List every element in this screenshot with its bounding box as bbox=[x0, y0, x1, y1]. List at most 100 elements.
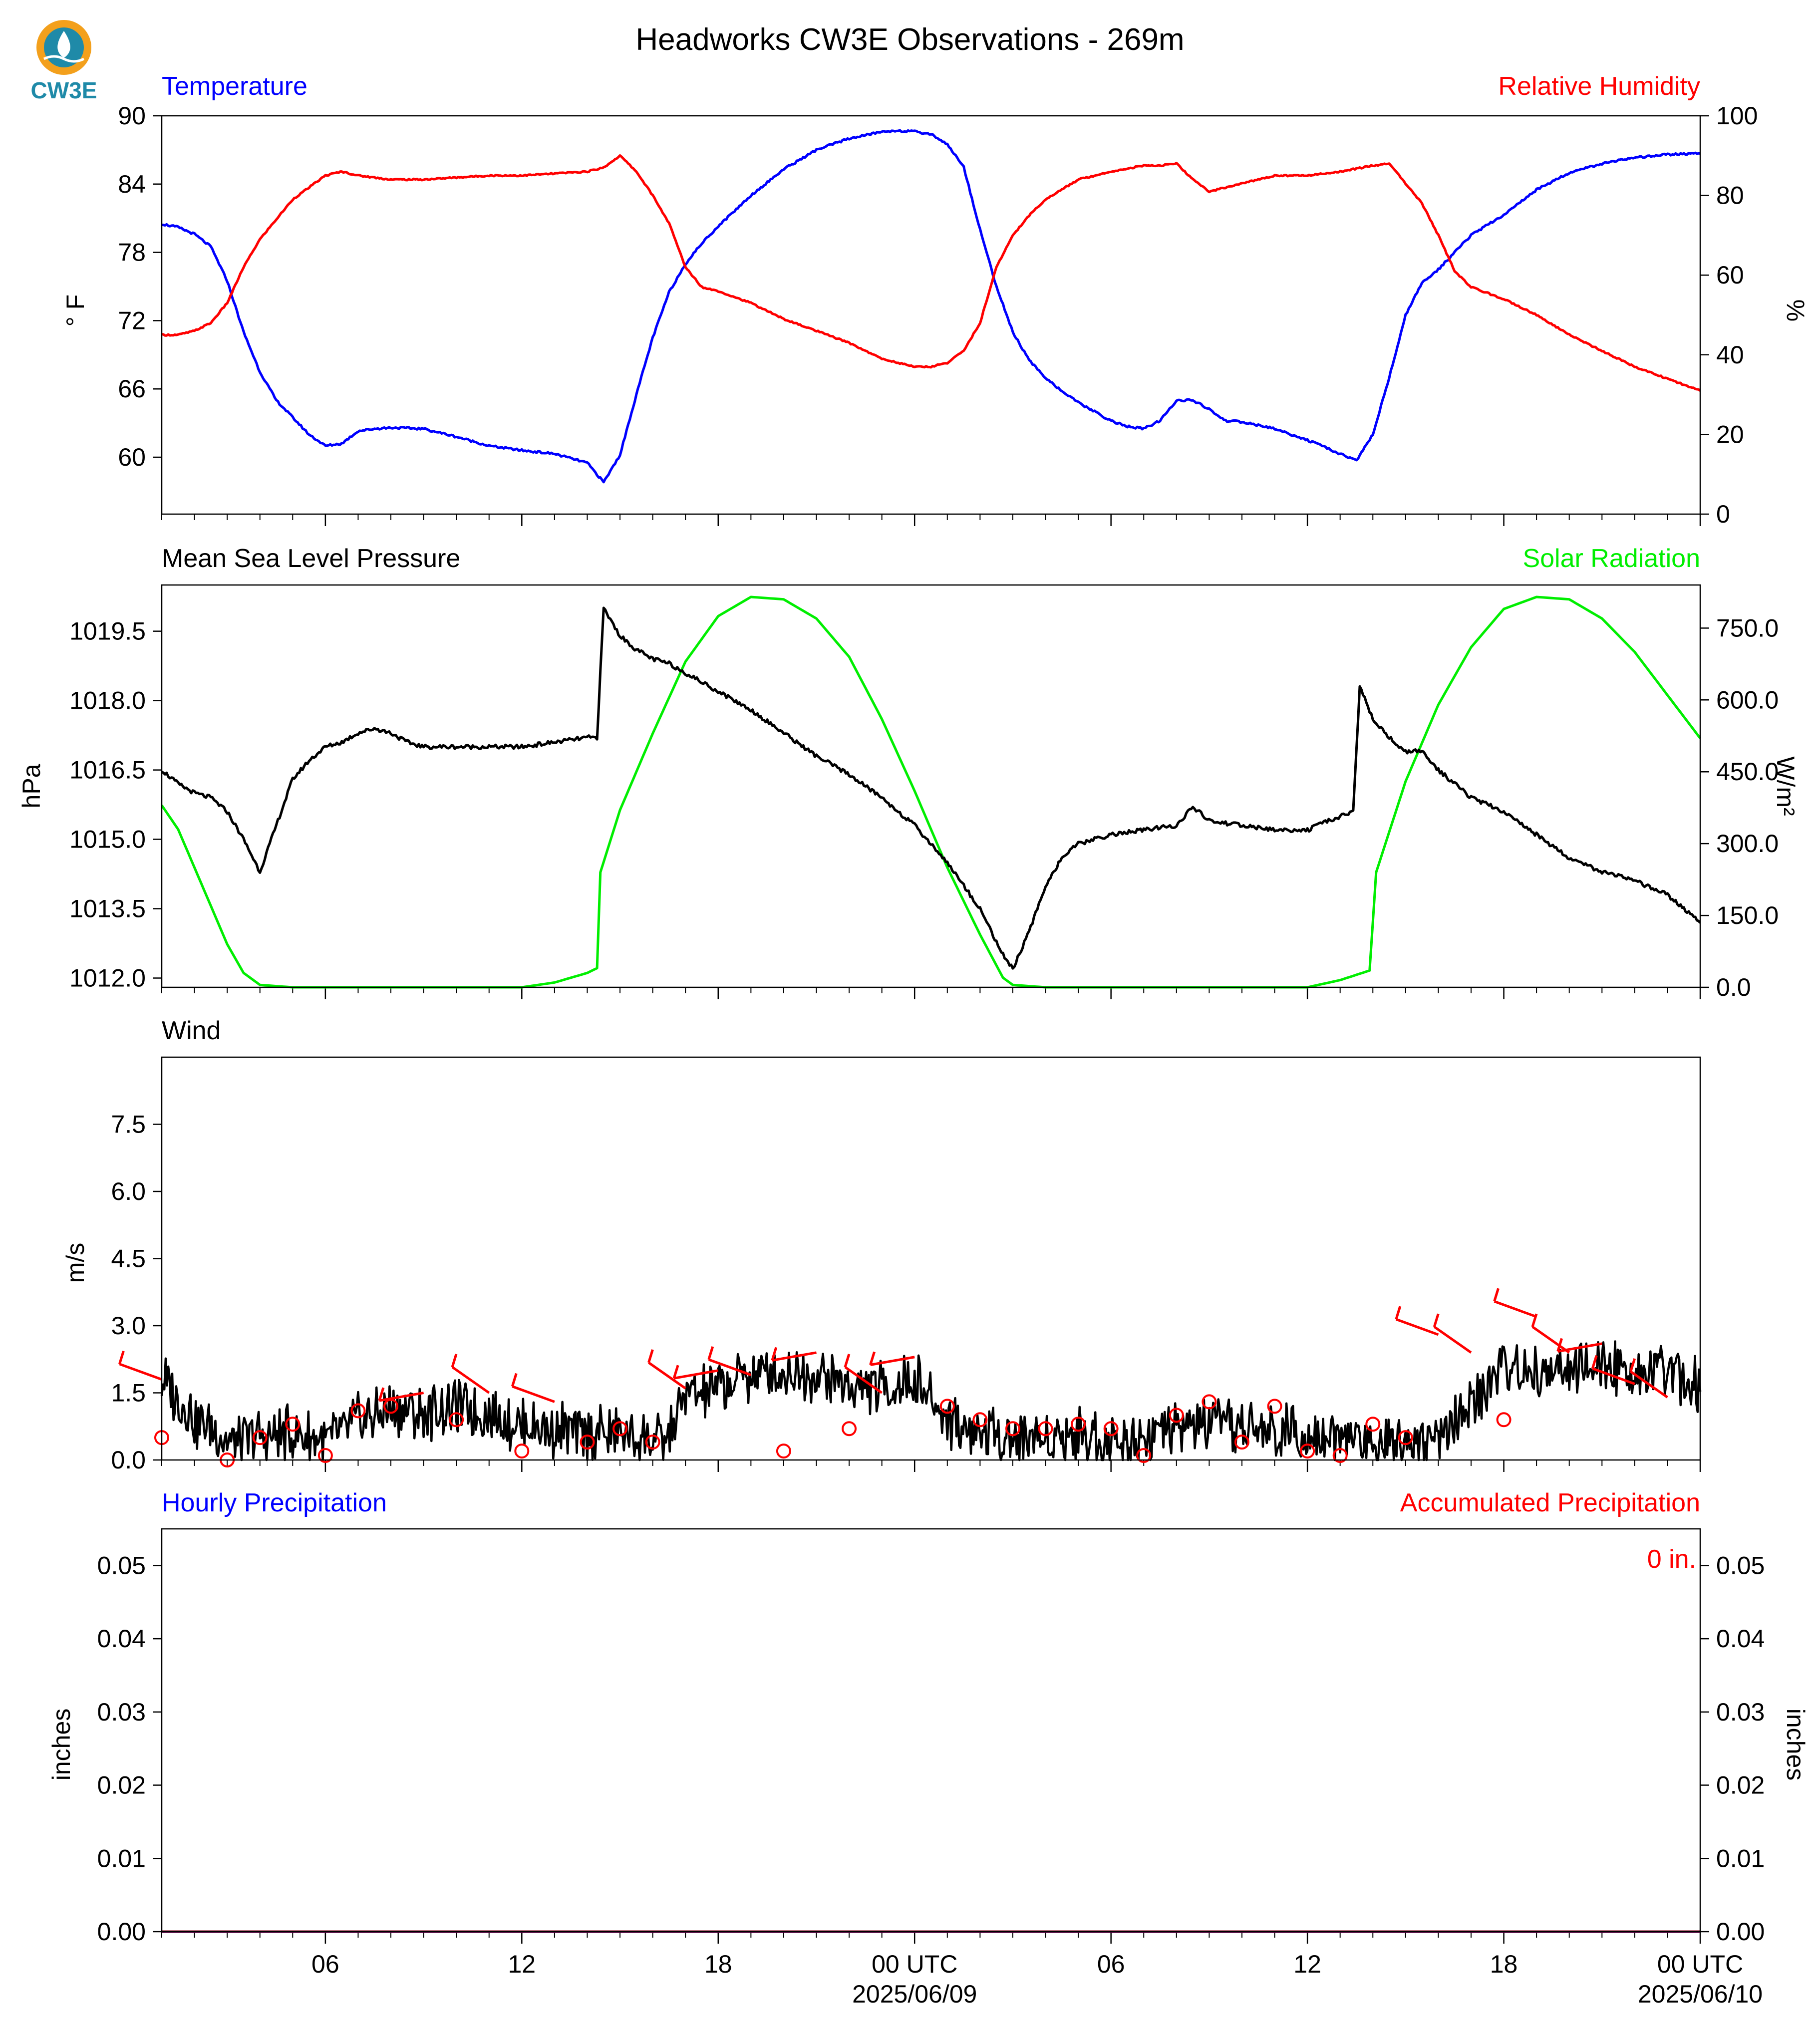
pressure-axis-label: hPa bbox=[17, 764, 45, 808]
calm-wind-marker bbox=[842, 1421, 857, 1437]
wind-barb-shaft bbox=[1630, 1370, 1668, 1399]
y-tick-label-right: 300.0 bbox=[1716, 830, 1779, 858]
wind-barb-flag bbox=[1433, 1313, 1440, 1327]
wind-barb-shaft bbox=[379, 1392, 424, 1402]
y-tick-label: 0.02 bbox=[97, 1771, 146, 1799]
calm-wind-marker bbox=[1300, 1444, 1315, 1459]
y-tick-label: 0.01 bbox=[97, 1844, 146, 1872]
y-tick-label: 1018.0 bbox=[69, 687, 146, 715]
calm-wind-marker bbox=[580, 1435, 595, 1450]
wind-barb-flag bbox=[844, 1354, 851, 1368]
y-tick-label: 60 bbox=[118, 443, 146, 471]
solar-label: Solar Radiation bbox=[1522, 544, 1700, 573]
wind-ticks: 0.0 1.5 3.0 4.5 6.0 7.5 bbox=[111, 1111, 162, 1474]
logo-wave-icon bbox=[43, 55, 85, 63]
y-tick-label: 1016.5 bbox=[69, 756, 146, 784]
wind-barb-shaft bbox=[1531, 1326, 1570, 1354]
y-tick-label: 7.5 bbox=[111, 1111, 146, 1139]
wind-speed-line bbox=[160, 1340, 1702, 1461]
calm-wind-marker bbox=[350, 1403, 366, 1419]
figure-title: Headworks CW3E Observations - 269m bbox=[635, 22, 1184, 57]
logo-drop-icon bbox=[57, 31, 70, 58]
wind-barb-shaft bbox=[708, 1358, 752, 1376]
accum-precip-ticks: 0.00 0.01 0.02 0.03 0.04 0.05 bbox=[1700, 1551, 1765, 1946]
y-tick-label: 0.00 bbox=[97, 1918, 146, 1946]
y-tick-label-right: 0.0 bbox=[1716, 973, 1751, 1001]
calm-wind-marker bbox=[449, 1412, 464, 1428]
pressure-line bbox=[161, 606, 1701, 970]
temperature-axis-label: ° F bbox=[61, 294, 89, 326]
y-tick-label-right: 20 bbox=[1716, 420, 1744, 448]
y-tick-label: 3.0 bbox=[111, 1312, 146, 1340]
y-tick-label: 84 bbox=[118, 170, 146, 198]
panel-precipitation: Hourly Precipitation Accumulated Precipi… bbox=[47, 1488, 1810, 2008]
accum-precip-label: Accumulated Precipitation bbox=[1400, 1488, 1700, 1517]
wind-barb-shaft bbox=[1433, 1326, 1472, 1354]
calm-wind-marker bbox=[1005, 1421, 1020, 1437]
temperature-line bbox=[161, 129, 1701, 484]
calm-wind-marker bbox=[1332, 1448, 1348, 1463]
y-tick-label-right: 80 bbox=[1716, 182, 1744, 210]
wind-barb-flag bbox=[378, 1387, 385, 1401]
y-tick-label-right: 0.00 bbox=[1716, 1918, 1765, 1946]
y-tick-label: 0.03 bbox=[97, 1698, 146, 1726]
y-tick-label: 0.04 bbox=[97, 1625, 146, 1653]
solar-ticks: 0.0 150.0 300.0 450.0 600.0 750.0 bbox=[1700, 614, 1779, 1001]
y-tick-label: 72 bbox=[118, 306, 146, 334]
temperature-ticks: 60 66 72 78 84 90 bbox=[118, 102, 162, 471]
time-tick-label: 12 bbox=[1293, 1950, 1321, 1978]
calm-wind-marker bbox=[252, 1430, 268, 1446]
time-tick-label: 12 bbox=[508, 1950, 536, 1978]
y-tick-label: 0.0 bbox=[111, 1446, 146, 1474]
panel4-frame bbox=[161, 1528, 1701, 1933]
wind-barb-shaft bbox=[119, 1363, 162, 1381]
y-tick-label-right: 0 bbox=[1716, 500, 1730, 528]
time-tick-label: 06 bbox=[311, 1950, 339, 1978]
time-tick-label: 18 bbox=[1490, 1950, 1518, 1978]
wind-barb-flag bbox=[1591, 1355, 1598, 1369]
panel-wind: Wind m/s 0.0 1.5 3.0 4.5 6.0 7.5 bbox=[61, 1016, 1702, 1474]
calm-wind-marker bbox=[1103, 1421, 1119, 1437]
wind-axis-label: m/s bbox=[61, 1243, 89, 1283]
time-tick-label: 06 bbox=[1097, 1950, 1125, 1978]
y-tick-label: 90 bbox=[118, 102, 146, 130]
wind-barb-flag bbox=[771, 1347, 778, 1361]
wind-barb-flag bbox=[1395, 1306, 1402, 1320]
wind-barb-flag bbox=[1493, 1288, 1500, 1302]
calm-wind-marker bbox=[1202, 1394, 1217, 1410]
wind-barb-flag bbox=[1531, 1313, 1538, 1327]
hourly-precip-ticks: 0.00 0.01 0.02 0.03 0.04 0.05 bbox=[97, 1551, 162, 1946]
calm-wind-marker bbox=[972, 1412, 988, 1428]
y-tick-label-right: 0.05 bbox=[1716, 1551, 1765, 1579]
y-tick-label: 1012.0 bbox=[69, 964, 146, 992]
wind-barb-shaft bbox=[673, 1369, 719, 1380]
wind-barb-shaft bbox=[844, 1366, 883, 1394]
calm-wind-marker bbox=[1234, 1435, 1249, 1450]
pressure-ticks: 1012.0 1013.5 1015.0 1016.5 1018.0 1019.5 bbox=[69, 617, 162, 992]
wind-barb-shaft bbox=[648, 1361, 686, 1390]
logo-text: CW3E bbox=[31, 77, 97, 103]
y-tick-label: 66 bbox=[118, 375, 146, 403]
wind-barb-flag bbox=[1629, 1358, 1636, 1372]
wind-barb-flag bbox=[511, 1373, 518, 1387]
y-tick-label: 78 bbox=[118, 239, 146, 267]
calm-wind-marker bbox=[1071, 1417, 1086, 1432]
calm-wind-marker bbox=[1365, 1417, 1381, 1432]
calm-wind-marker bbox=[1496, 1412, 1512, 1428]
panel-pressure-solar: Mean Sea Level Pressure Solar Radiation … bbox=[17, 544, 1800, 1001]
calm-wind-marker bbox=[1398, 1430, 1413, 1446]
calm-wind-marker bbox=[317, 1448, 333, 1463]
wind-barb-shaft bbox=[772, 1351, 817, 1362]
panel3-time-ticks bbox=[161, 1460, 1701, 1472]
y-tick-label: 6.0 bbox=[111, 1177, 146, 1205]
calm-wind-marker bbox=[645, 1435, 660, 1450]
wind-barb-flag bbox=[118, 1351, 125, 1365]
wind-label: Wind bbox=[162, 1016, 221, 1045]
cw3e-logo: CW3E bbox=[31, 20, 97, 103]
y-tick-label-right: 0.01 bbox=[1716, 1844, 1765, 1872]
humidity-ticks: 0 20 40 60 80 100 bbox=[1700, 102, 1758, 528]
y-tick-label: 1.5 bbox=[111, 1379, 146, 1407]
